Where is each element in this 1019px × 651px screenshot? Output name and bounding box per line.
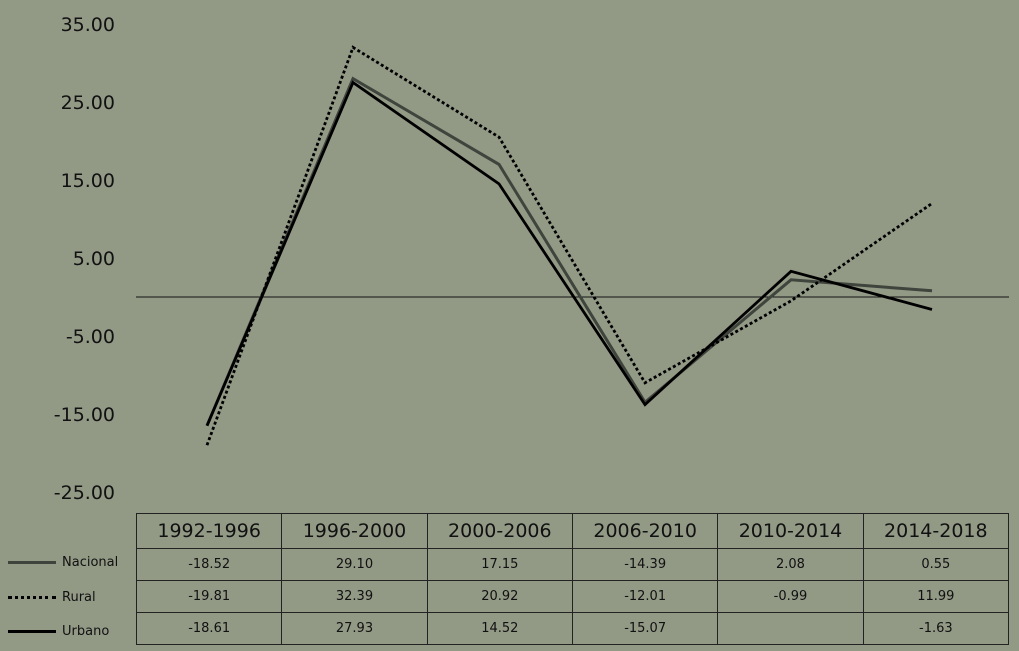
series-line-nacional bbox=[207, 79, 932, 426]
table-cell: 29.10 bbox=[282, 549, 427, 581]
category-header: 2000-2006 bbox=[427, 514, 572, 549]
table-cell: 0.55 bbox=[863, 549, 1008, 581]
y-tick-label: 25.00 bbox=[61, 92, 115, 114]
table-cell: 17.15 bbox=[427, 549, 572, 581]
legend-item-rural: Rural bbox=[8, 590, 96, 605]
legend-swatch bbox=[8, 561, 56, 564]
legend-swatch bbox=[8, 596, 56, 599]
legend-label: Nacional bbox=[62, 555, 118, 570]
y-tick-label: 35.00 bbox=[61, 14, 115, 36]
y-tick-label: 15.00 bbox=[61, 170, 115, 192]
legend-label: Urbano bbox=[62, 624, 109, 639]
category-header: 2006-2010 bbox=[572, 514, 717, 549]
y-tick-label: -15.00 bbox=[54, 404, 115, 426]
table-row: -19.81 32.39 20.92 -12.01 -0.99 11.99 bbox=[137, 581, 1009, 613]
legend-item-urbano: Urbano bbox=[8, 624, 109, 639]
y-axis: 35.00 25.00 15.00 5.00 -5.00 -15.00 -25.00 bbox=[54, 14, 115, 504]
table-cell: 27.93 bbox=[282, 613, 427, 645]
table-cell: -12.01 bbox=[572, 581, 717, 613]
table-header-row: 1992-1996 1996-2000 2000-2006 2006-2010 … bbox=[137, 514, 1009, 549]
table-cell: -18.52 bbox=[137, 549, 282, 581]
category-header: 2010-2014 bbox=[718, 514, 863, 549]
table-cell: -1.63 bbox=[863, 613, 1008, 645]
table-row: -18.52 29.10 17.15 -14.39 2.08 0.55 bbox=[137, 549, 1009, 581]
legend-label: Rural bbox=[62, 590, 96, 605]
category-header: 1992-1996 bbox=[137, 514, 282, 549]
series-line-rural bbox=[207, 47, 932, 445]
table-cell: -15.07 bbox=[572, 613, 717, 645]
category-header: 2014-2018 bbox=[863, 514, 1008, 549]
table-cell: 2.08 bbox=[718, 549, 863, 581]
table-cell: 14.52 bbox=[427, 613, 572, 645]
table-cell: 20.92 bbox=[427, 581, 572, 613]
table-cell: 11.99 bbox=[863, 581, 1008, 613]
legend-item-nacional: Nacional bbox=[8, 555, 118, 570]
legend-swatch bbox=[8, 630, 56, 633]
table-cell: -14.39 bbox=[572, 549, 717, 581]
y-tick-label: -5.00 bbox=[66, 326, 115, 348]
table-cell: -18.61 bbox=[137, 613, 282, 645]
table-cell: -19.81 bbox=[137, 581, 282, 613]
category-header: 1996-2000 bbox=[282, 514, 427, 549]
data-table: 1992-1996 1996-2000 2000-2006 2006-2010 … bbox=[136, 513, 1009, 645]
table-cell: 32.39 bbox=[282, 581, 427, 613]
table-cell: -0.99 bbox=[718, 581, 863, 613]
table-row: -18.61 27.93 14.52 -15.07 -1.63 bbox=[137, 613, 1009, 645]
y-tick-label: -25.00 bbox=[54, 482, 115, 504]
y-tick-label: 5.00 bbox=[73, 248, 115, 270]
table-cell bbox=[718, 613, 863, 645]
series-lines bbox=[207, 47, 932, 445]
